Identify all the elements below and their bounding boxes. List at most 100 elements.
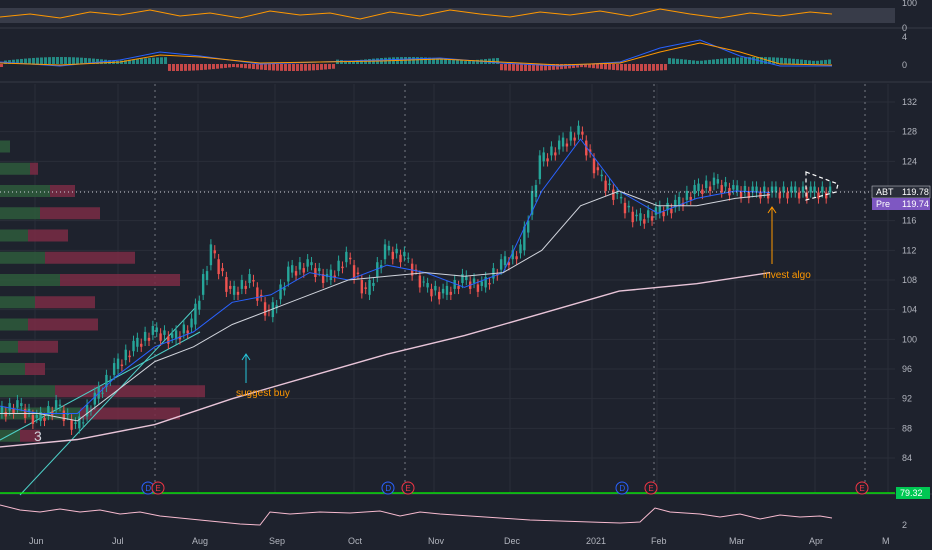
candle-body [465,275,468,280]
macd-histogram-bar [716,59,719,64]
candle-body [74,422,77,424]
macd-histogram-bar [120,60,123,64]
candle-body [217,259,220,275]
macd-histogram-bar [824,59,827,64]
volume-profile-up [0,140,10,153]
candle-body [178,336,182,340]
macd-histogram-bar [0,64,3,67]
macd-histogram-bar [324,64,327,70]
candle-body [751,186,754,193]
wave-count-label: 3 [34,428,42,444]
volume-profile-down [35,296,95,309]
macd-histogram-bar [800,59,803,64]
month-label: Jul [112,536,124,546]
macd-histogram-bar [328,64,331,70]
macd-histogram-bar [656,64,659,71]
macd-histogram-bar [84,57,87,64]
macd-histogram-bar [348,60,351,64]
candle-body [438,291,441,300]
macd-histogram-bar [780,57,783,64]
macd-histogram-bar [688,59,691,64]
macd-histogram-bar [96,58,99,64]
volume-profile-up [0,162,30,175]
macd-histogram-bar [748,57,751,64]
volume-profile-up [0,207,40,220]
candle-body [333,275,336,278]
macd-histogram-bar [752,57,755,64]
candle-body [755,186,758,193]
macd-histogram-bar [740,57,743,64]
candle-body [260,294,263,297]
candle-body [705,180,708,189]
month-label: Nov [428,536,445,546]
macd-histogram-bar [296,64,299,71]
macd-histogram-bar [124,60,127,64]
macd-histogram-bar [604,64,607,70]
macd-histogram-bar [520,64,523,71]
macd-histogram-bar [784,58,787,64]
candle-body [190,318,193,328]
lower-indicator-line [0,504,833,526]
macd-histogram-bar [128,59,131,64]
candle-body [720,185,723,193]
candle-body [538,155,542,180]
macd-histogram-bar [224,64,227,68]
macd-histogram-bar [568,64,571,69]
macd-histogram-bar [356,60,359,64]
rsi-pane: 100 0 [0,0,917,33]
candle-body [619,196,623,199]
volume-profile-up [0,385,55,398]
macd-histogram-bar [260,64,263,70]
macd-histogram-bar [204,64,207,70]
pre-market-tag: Pre 119.74 [872,198,930,210]
macd-histogram-bar [636,64,639,71]
candle-body [47,406,50,415]
macd-histogram-bar [12,59,15,64]
volume-profile-up [0,274,60,286]
candle-body [205,271,209,280]
candle-body [263,302,267,316]
candle-body [646,210,650,218]
macd-histogram-bar [544,64,547,71]
candle-body [372,282,375,286]
macd-histogram-bar [552,64,555,70]
macd-histogram-bar [252,64,255,70]
volume-profile-down [30,162,38,175]
macd-histogram-bar [196,64,199,71]
volume-profile-down [25,363,45,375]
candle-body [623,202,627,214]
candle-body [399,254,402,263]
candle-body [577,125,580,135]
macd-histogram-bar [304,64,307,71]
macd-histogram-bar [420,57,423,64]
lower-tick-2: 2 [902,520,907,530]
candle-body [112,363,116,375]
candle-body [186,330,189,334]
candle-body [519,244,522,254]
candle-body [708,186,712,191]
volume-profile-down [60,274,180,286]
price-tick: 116 [902,216,916,226]
candle-body [201,274,205,295]
candle-body [557,140,561,150]
candle-body [349,257,352,260]
month-label: M [882,536,890,546]
candle-body [724,182,727,187]
macd-histogram-bar [200,64,203,71]
rsi-tick-0: 0 [902,23,907,33]
candle-body [546,158,549,162]
macd-histogram-bar [580,64,583,68]
candle-body [39,412,42,421]
candle-body [650,216,654,221]
price-tick: 88 [902,423,912,433]
candle-body [716,179,720,184]
macd-histogram-bar [512,64,515,71]
candle-body [658,205,661,214]
candle-body [236,291,240,295]
macd-histogram-bar [708,59,711,64]
candle-body [132,340,135,352]
macd-histogram-bar [60,57,63,64]
candle-body [530,191,534,215]
macd-histogram-bar [148,57,151,64]
